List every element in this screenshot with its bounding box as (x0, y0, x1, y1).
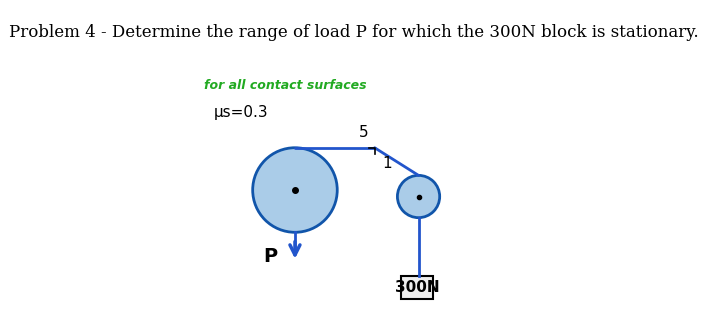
Circle shape (252, 148, 337, 232)
Text: 5: 5 (358, 125, 368, 140)
FancyBboxPatch shape (401, 276, 433, 299)
Text: P: P (263, 247, 277, 266)
Circle shape (397, 175, 440, 218)
Text: for all contact surfaces: for all contact surfaces (204, 79, 366, 92)
Text: 300N: 300N (395, 280, 439, 295)
Text: 1: 1 (382, 156, 392, 171)
Text: Problem 4 - Determine the range of load P for which the 300N block is stationary: Problem 4 - Determine the range of load … (8, 24, 699, 41)
Text: μs=0.3: μs=0.3 (214, 106, 268, 120)
